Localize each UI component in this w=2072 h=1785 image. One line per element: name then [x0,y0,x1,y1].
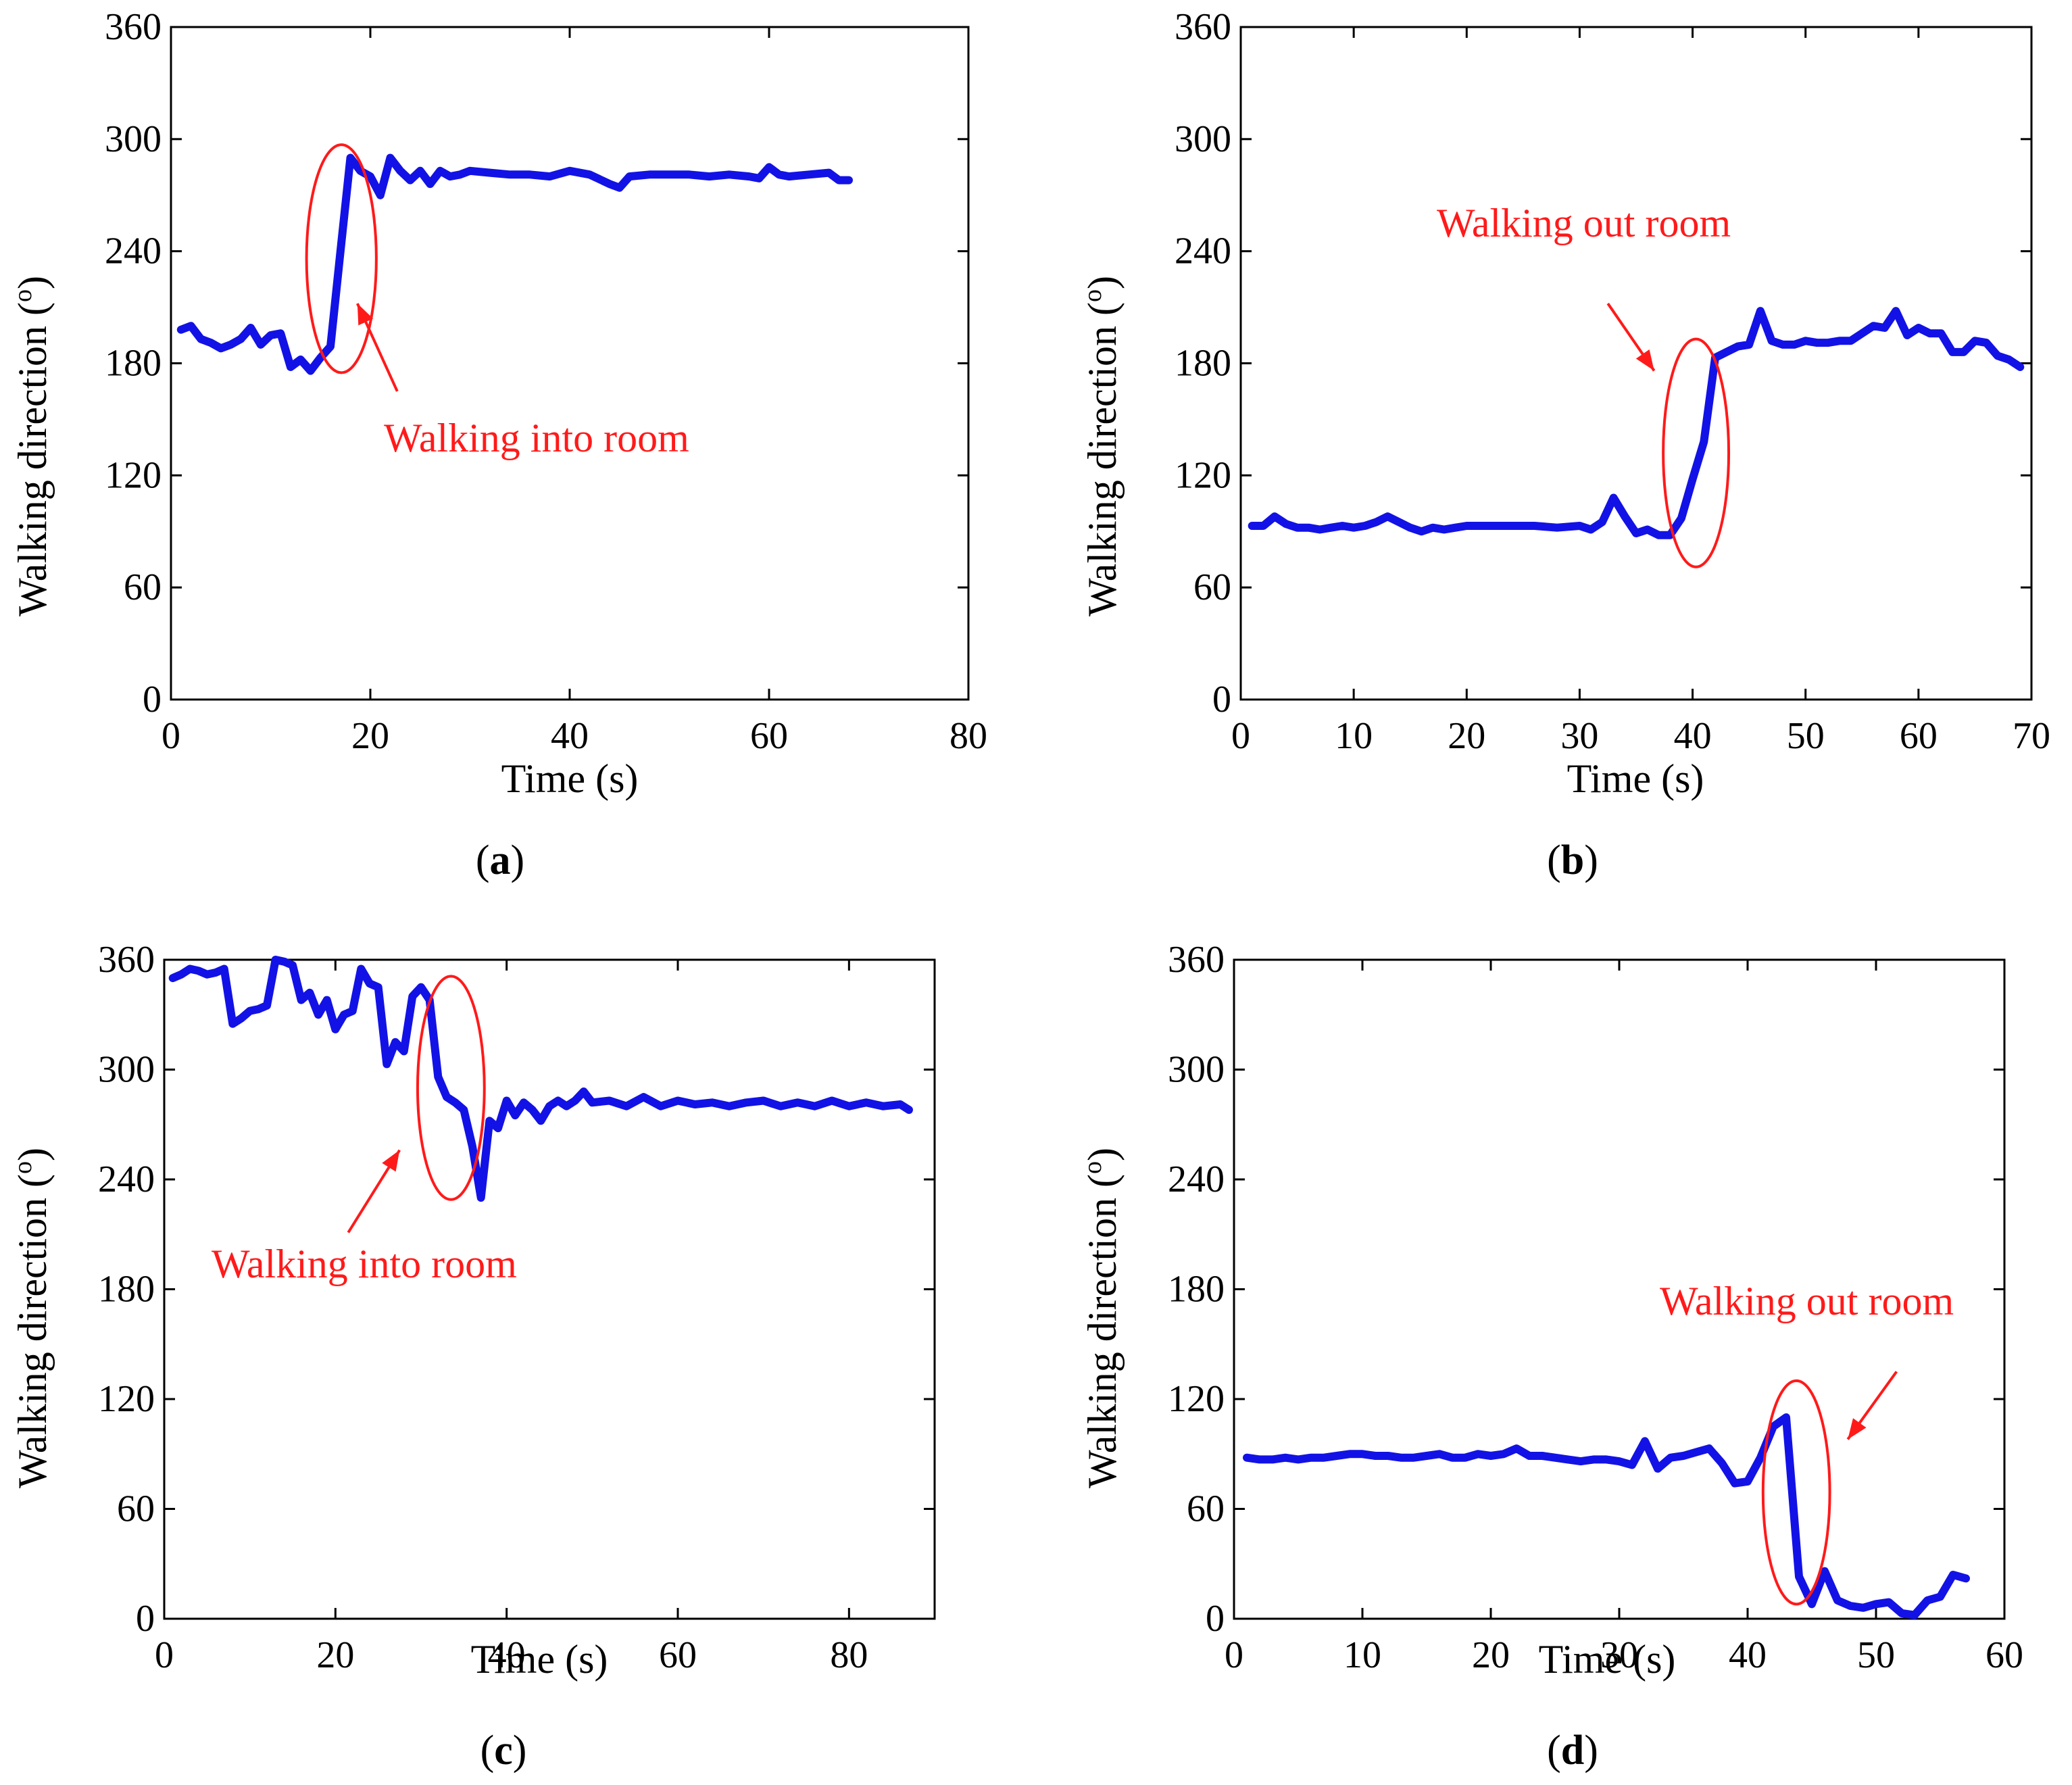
chart-c-ytick-label: 60 [117,1488,155,1530]
chart-d-xtick-label: 60 [1985,1634,2023,1676]
chart-b-xtick-label: 70 [2013,715,2050,757]
chart-a-xtick-label: 40 [551,715,589,757]
chart-a-ytick-label: 60 [124,566,162,608]
chart-d-ytick-label: 240 [1168,1158,1225,1200]
panel-label-a: (a) [475,837,525,883]
chart-d-ytick-label: 120 [1168,1378,1225,1420]
chart-a-xtick-label: 0 [162,715,180,757]
chart-b-xlabel: Time (s) [1567,756,1704,801]
chart-b-xtick-label: 0 [1231,715,1250,757]
chart-c-xtick-label: 40 [488,1634,526,1676]
chart-a-arrow-head [357,303,374,326]
panel-label-c: (c) [480,1728,527,1774]
chart-d-xtick-label: 10 [1343,1634,1381,1676]
chart-d-xtick-label: 0 [1225,1634,1243,1676]
chart-b-ytick-label: 360 [1175,6,1231,48]
chart-c-highlight-ellipse [416,975,486,1201]
chart-a: Walking direction (o) Time (s) 0 20 40 60 80… [9,6,987,801]
chart-d-ytick-label: 60 [1187,1488,1225,1530]
panel-label-b: (b) [1547,837,1598,883]
chart-d-ytick-label: 180 [1168,1269,1225,1311]
chart-c-ytick-label: 300 [98,1049,155,1091]
chart-b-ylabel: Walking direction (o) [1079,276,1125,616]
chart-c-ytick-label: 120 [98,1378,155,1420]
chart-b-ytick-label: 120 [1175,454,1231,496]
chart-c-annotation: Walking into room [212,1242,517,1286]
chart-d-plot: 0 10 20 30 40 50 60 0 60 120 180 240 300 360 Walking o… [1168,939,2023,1676]
chart-d: Walking direction (o) Time (s) 0 10 20 30 40… [1079,939,2023,1682]
chart-a-ytick-label: 360 [105,6,162,48]
chart-c-xtick-label: 20 [316,1634,354,1676]
chart-d-annotation: Walking out room [1660,1279,1954,1323]
chart-a-plot: 0 20 40 60 80 0 60 120 180 240 300 360 Walking into … [105,6,987,757]
chart-b-xtick-label: 30 [1560,715,1598,757]
chart-a-xlabel: Time (s) [501,756,639,801]
chart-b-ytick-label: 240 [1175,230,1231,272]
chart-a-xtick-label: 20 [351,715,389,757]
chart-d-xtick-label: 50 [1857,1634,1895,1676]
chart-c-plot: 0 20 40 60 80 0 60 120 180 240 300 360 Walking into … [98,939,936,1676]
chart-d-ylabel: Walking direction (o) [1079,1148,1125,1488]
chart-b-arrow-head [1635,349,1654,371]
chart-c-ylabel: Walking direction (o) [9,1148,55,1488]
chart-b-ytick-label: 60 [1193,566,1231,608]
chart-b-highlight-ellipse [1662,337,1731,568]
chart-c-arrow-head [382,1150,400,1172]
chart-c-ytick-label: 0 [136,1598,155,1640]
chart-b-ytick-label: 0 [1212,679,1231,720]
chart-a-series-line [176,153,853,375]
chart-b-xtick-label: 20 [1448,715,1485,757]
chart-d-highlight-ellipse [1761,1379,1831,1606]
chart-b-annotation: Walking out room [1437,201,1731,245]
chart-b-plot: 0 10 20 30 40 50 60 70 0 60 120 180 240 300 360 Walking… [1175,6,2050,757]
chart-d-ytick-label: 0 [1206,1598,1225,1640]
chart-b-ytick-label: 180 [1175,343,1231,385]
chart-a-highlight-ellipse [305,143,378,374]
chart-a-annotation: Walking into room [384,416,689,460]
chart-b-xtick-label: 40 [1674,715,1712,757]
chart-c-ytick-label: 360 [98,939,155,981]
chart-b-xtick-label: 60 [1900,715,1938,757]
chart-c-ytick-label: 240 [98,1158,155,1200]
chart-b-xtick-label: 50 [1787,715,1825,757]
panel-label-d: (d) [1547,1728,1598,1774]
chart-a-xtick-label: 60 [750,715,788,757]
chart-b: Walking direction (o) Time (s) 0 10 20 30 40… [1079,6,2050,801]
chart-d-ytick-label: 360 [1168,939,1225,981]
chart-a-ytick-label: 0 [143,679,162,720]
chart-c-xtick-label: 0 [155,1634,174,1676]
chart-b-series-line [1248,307,2025,539]
chart-c: Walking direction (o) Time (s) 0 20 40 60 80… [9,939,936,1682]
chart-c-xtick-label: 80 [830,1634,868,1676]
chart-c-axes-box [163,958,936,1620]
chart-d-arrow-head [1848,1418,1867,1440]
chart-d-xlabel: Time (s) [1539,1637,1676,1682]
chart-b-xtick-label: 10 [1335,715,1373,757]
chart-c-series-line [168,956,913,1202]
chart-c-xlabel: Time (s) [471,1637,608,1682]
chart-c-ytick-label: 180 [98,1269,155,1311]
chart-a-ytick-label: 240 [105,230,162,272]
chart-a-ytick-label: 180 [105,343,162,385]
chart-d-series-line [1243,1413,1970,1619]
chart-d-xtick-label: 20 [1472,1634,1510,1676]
chart-d-xtick-label: 30 [1600,1634,1638,1676]
chart-a-ytick-label: 300 [105,118,162,160]
chart-a-ylabel: Walking direction (o) [9,276,55,616]
chart-b-axes-box [1239,26,2033,701]
chart-b-ytick-label: 300 [1175,118,1231,160]
chart-c-xtick-label: 60 [659,1634,697,1676]
chart-d-ytick-label: 300 [1168,1049,1225,1091]
chart-d-xtick-label: 40 [1729,1634,1767,1676]
chart-a-ytick-label: 120 [105,454,162,496]
chart-a-xtick-label: 80 [949,715,987,757]
